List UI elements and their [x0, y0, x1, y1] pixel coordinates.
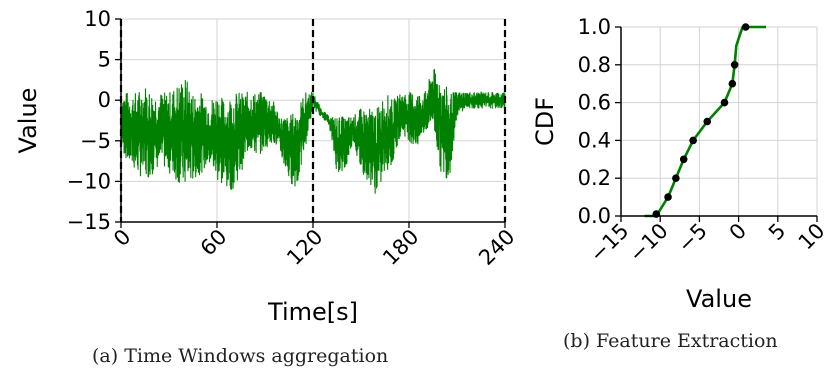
- x-tick-label: 0: [109, 225, 135, 251]
- x-tick-label: 0: [725, 219, 751, 245]
- x-axis-label: Value: [686, 285, 752, 313]
- y-tick-label: 10: [84, 7, 111, 31]
- cdf-marker: [679, 155, 688, 164]
- cdf-marker: [672, 174, 680, 182]
- x-tick-label: 120: [282, 225, 327, 270]
- y-axis-label: Value: [14, 88, 42, 154]
- caption-b: (b) Feature Extraction: [563, 330, 778, 352]
- y-tick-label: 0.0: [578, 204, 611, 228]
- cdf-marker: [664, 193, 672, 201]
- x-tick-label: −10: [624, 219, 672, 267]
- y-tick-label: 0.8: [578, 53, 611, 77]
- x-tick-label: 60: [196, 225, 232, 261]
- y-tick-label: 5: [98, 48, 111, 72]
- x-tick-label: 180: [378, 225, 423, 270]
- cdf-marker: [720, 98, 729, 107]
- y-tick-label: 0.2: [578, 166, 611, 190]
- cdf-marker: [689, 136, 697, 145]
- x-tick-label: −5: [673, 219, 712, 258]
- y-tick-label: −15: [67, 210, 111, 234]
- y-tick-label: −5: [80, 129, 111, 153]
- cdf-marker: [741, 23, 750, 31]
- y-tick-label: 0: [98, 88, 111, 112]
- signal-line: [120, 68, 506, 194]
- x-tick-label: 5: [764, 219, 790, 245]
- y-tick-label: 1.0: [578, 15, 611, 39]
- y-tick-label: −10: [67, 169, 111, 193]
- cdf-marker: [703, 117, 712, 126]
- y-tick-label: 0.6: [578, 91, 611, 115]
- cdf-marker: [652, 210, 661, 218]
- y-axis-label: CDF: [531, 97, 559, 146]
- y-tick-label: 0.4: [578, 128, 611, 152]
- caption-a: (a) Time Windows aggregation: [92, 345, 389, 367]
- cdf-marker: [730, 61, 739, 69]
- x-tick-label: 240: [474, 225, 519, 270]
- x-tick-label: 10: [794, 219, 830, 255]
- cdf-marker: [728, 79, 737, 88]
- x-axis-label: Time[s]: [267, 298, 358, 326]
